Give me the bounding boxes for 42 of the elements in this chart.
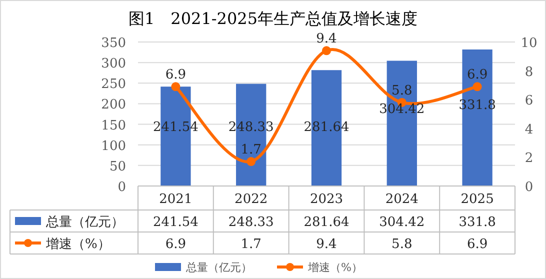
point xyxy=(171,82,180,92)
annotation: 6.9 xyxy=(466,68,488,83)
x-tick-label: 2024 xyxy=(385,192,418,207)
y-tick-label: 50 xyxy=(109,159,126,174)
x-tick-label: 2025 xyxy=(460,192,494,207)
y-tick-label: 100 xyxy=(101,138,126,154)
y-tick-label: 300 xyxy=(101,56,126,72)
data-label: 6.9 xyxy=(165,237,186,252)
data-label: 331.8 xyxy=(458,215,496,230)
annotation: 1.7 xyxy=(240,142,262,158)
x-tick-label: 2021 xyxy=(159,192,192,207)
data-label: 248.33 xyxy=(228,215,274,230)
point xyxy=(246,157,256,166)
y2-tick-label: 6 xyxy=(524,94,534,109)
data-label: 9.4 xyxy=(316,237,337,252)
y2-tick-label: 8 xyxy=(524,64,534,80)
annotation: 6.9 xyxy=(165,68,186,83)
y2-tick-label: 10 xyxy=(520,36,538,51)
point xyxy=(322,46,331,56)
legend: 总量（亿元） 增速（%） xyxy=(155,261,362,274)
x-tick-label: 2022 xyxy=(234,192,268,207)
y2-tick-label: 4 xyxy=(524,122,534,138)
legend-label: 总量（亿元） xyxy=(45,215,124,230)
y-tick-label: 350 xyxy=(101,36,126,51)
data-label: 281.64 xyxy=(304,215,350,230)
annotation: 9.4 xyxy=(316,32,337,47)
y-tick-label: 150 xyxy=(101,118,126,134)
y-tick-label: 250 xyxy=(101,77,126,92)
data-label: 304.42 xyxy=(379,215,425,230)
data-label: 1.7 xyxy=(240,237,262,252)
data-label: 241.54 xyxy=(152,215,198,230)
data-label: 6.9 xyxy=(466,237,488,252)
annotation: 5.8 xyxy=(392,83,412,98)
data-label: 5.8 xyxy=(392,237,412,252)
y-tick-label: 200 xyxy=(101,98,126,113)
y-tick-label: 0 xyxy=(118,180,126,195)
y2-tick-label: 2 xyxy=(524,151,534,166)
y2-tick-label: 0 xyxy=(524,180,534,195)
x-tick-label: 2023 xyxy=(310,192,344,207)
title: 图1 2021-2025年生产总值及增长速度 xyxy=(128,9,418,28)
point xyxy=(472,82,482,92)
legend-label: 增速（%） xyxy=(45,237,110,252)
